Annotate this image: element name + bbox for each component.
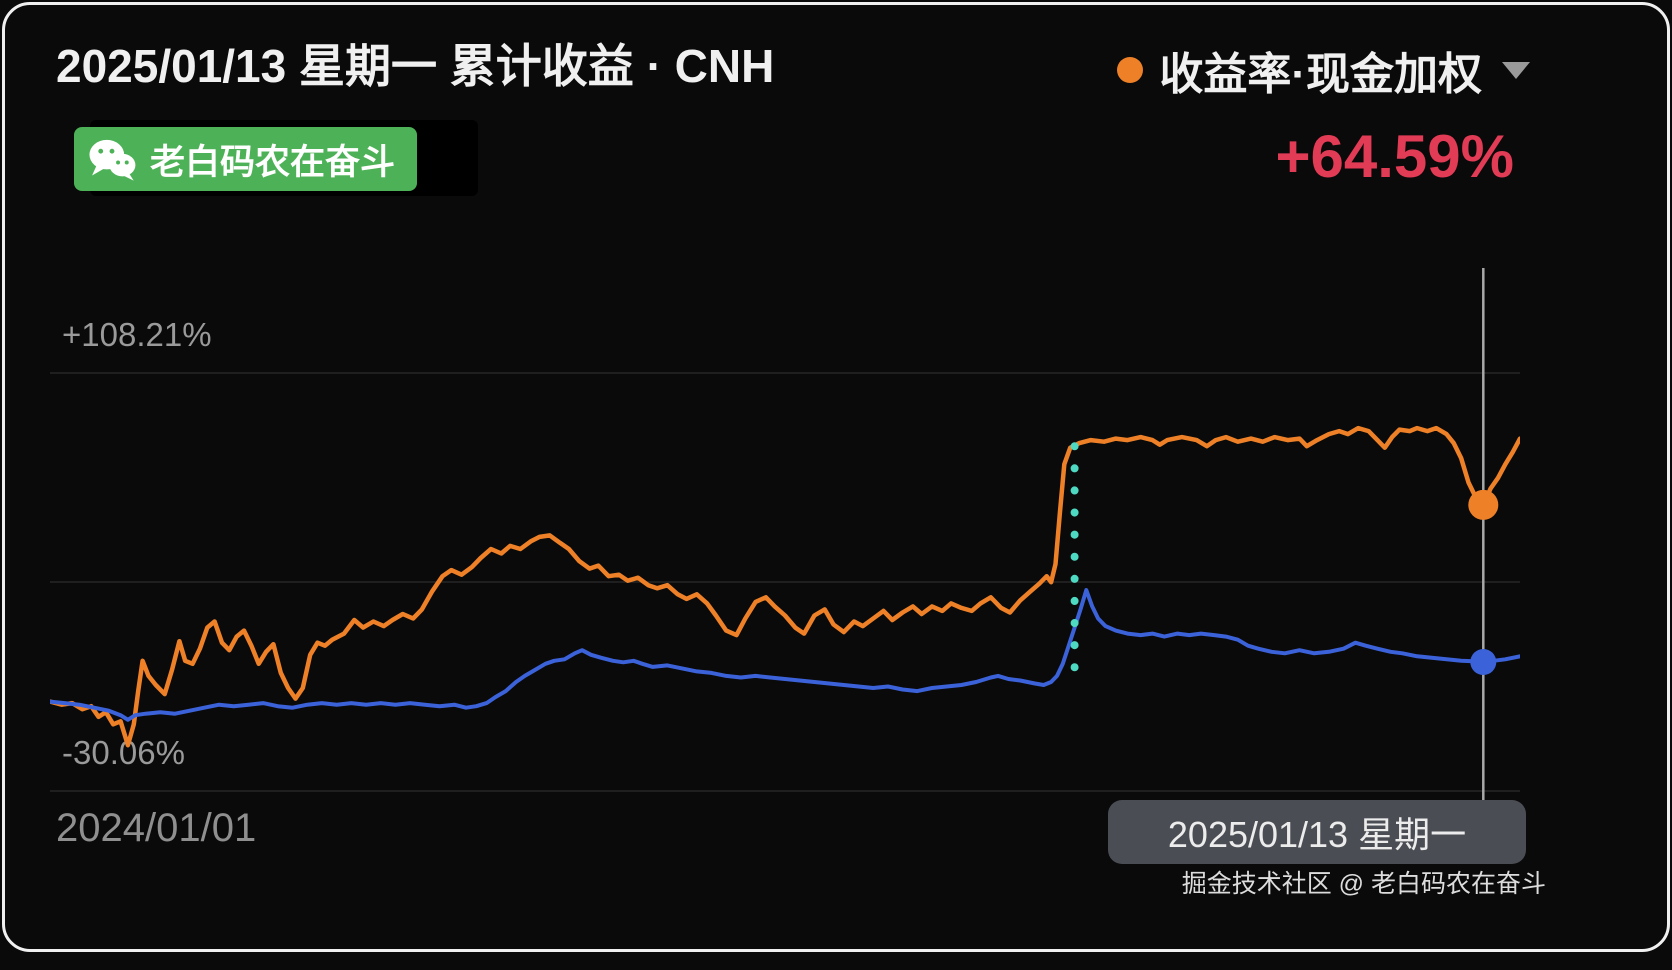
badge-text: 老白码农在奋斗	[150, 142, 396, 182]
wechat-watermark-badge: 老白码农在奋斗	[74, 127, 418, 191]
y-axis-max-label: +108.21%	[62, 316, 212, 353]
series-selector-label: 收益率·现金加权	[1159, 50, 1482, 99]
series-color-dot	[1117, 57, 1144, 83]
return-cash-weighted-line	[50, 425, 1520, 748]
current-return-value: +64.59%	[1275, 123, 1514, 190]
selected-point-blue-dot	[1470, 649, 1497, 675]
wechat-icon	[86, 136, 138, 182]
community-watermark: 掘金技术社区 @ 老白码农在奋斗	[1181, 870, 1546, 898]
benchmark-blue-line	[50, 588, 1520, 722]
series-selector[interactable]: 收益率·现金加权	[1117, 38, 1530, 102]
x-axis-start-label: 2024/01/01	[56, 806, 257, 850]
y-axis-min-label: -30.06%	[62, 734, 185, 771]
page-title: 2025/01/13 星期一 累计收益 · CNH	[56, 40, 775, 92]
selected-point-orange-dot	[1468, 489, 1499, 520]
returns-line-chart[interactable]	[50, 260, 1520, 820]
crosshair-date-tooltip: 2025/01/13 星期一	[1108, 800, 1526, 864]
chevron-down-icon	[1502, 61, 1530, 79]
